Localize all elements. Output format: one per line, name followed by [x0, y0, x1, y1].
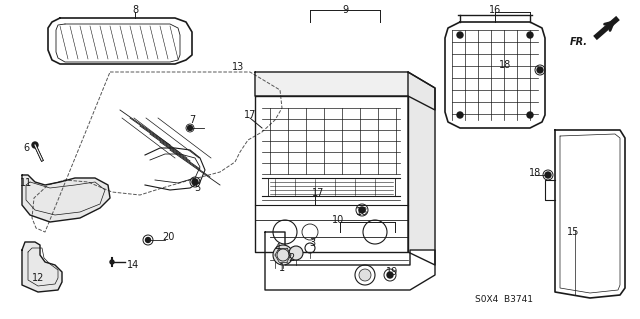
Text: 10: 10 — [332, 215, 344, 225]
Text: 7: 7 — [189, 115, 195, 125]
Circle shape — [273, 245, 293, 265]
Text: 1: 1 — [279, 263, 285, 273]
Text: 19: 19 — [386, 267, 398, 277]
Text: 16: 16 — [489, 5, 501, 15]
Text: 18: 18 — [499, 60, 511, 70]
Text: 11: 11 — [20, 178, 32, 188]
Circle shape — [192, 179, 198, 185]
Circle shape — [359, 269, 371, 281]
Text: 9: 9 — [342, 5, 348, 15]
Text: 20: 20 — [162, 232, 174, 242]
Polygon shape — [22, 175, 110, 222]
Text: 4: 4 — [275, 243, 281, 253]
Text: 6: 6 — [23, 143, 29, 153]
Text: 5: 5 — [194, 183, 200, 193]
Text: 17: 17 — [312, 188, 324, 198]
Text: 17: 17 — [244, 110, 256, 120]
Circle shape — [188, 125, 193, 130]
Circle shape — [537, 67, 543, 73]
Text: 3: 3 — [309, 238, 315, 248]
Circle shape — [145, 238, 150, 242]
Polygon shape — [255, 96, 408, 252]
Text: 12: 12 — [32, 273, 44, 283]
Text: 8: 8 — [132, 5, 138, 15]
Text: 18: 18 — [529, 168, 541, 178]
Circle shape — [527, 112, 533, 118]
Circle shape — [110, 260, 114, 264]
Circle shape — [289, 246, 303, 260]
Polygon shape — [48, 18, 192, 64]
Circle shape — [457, 32, 463, 38]
Text: 18: 18 — [356, 207, 368, 217]
Text: 13: 13 — [232, 62, 244, 72]
Circle shape — [387, 272, 393, 278]
Circle shape — [457, 112, 463, 118]
Polygon shape — [255, 72, 435, 110]
Polygon shape — [408, 72, 435, 265]
Circle shape — [359, 207, 365, 213]
Text: FR.: FR. — [570, 37, 588, 47]
Polygon shape — [445, 22, 545, 128]
Circle shape — [527, 32, 533, 38]
Polygon shape — [555, 130, 625, 298]
Text: 14: 14 — [127, 260, 139, 270]
Polygon shape — [265, 232, 435, 290]
Text: 2: 2 — [288, 253, 294, 263]
Text: 15: 15 — [567, 227, 579, 237]
Polygon shape — [22, 242, 62, 292]
Circle shape — [545, 172, 551, 178]
Circle shape — [32, 142, 38, 148]
Text: S0X4  B3741: S0X4 B3741 — [475, 295, 533, 305]
